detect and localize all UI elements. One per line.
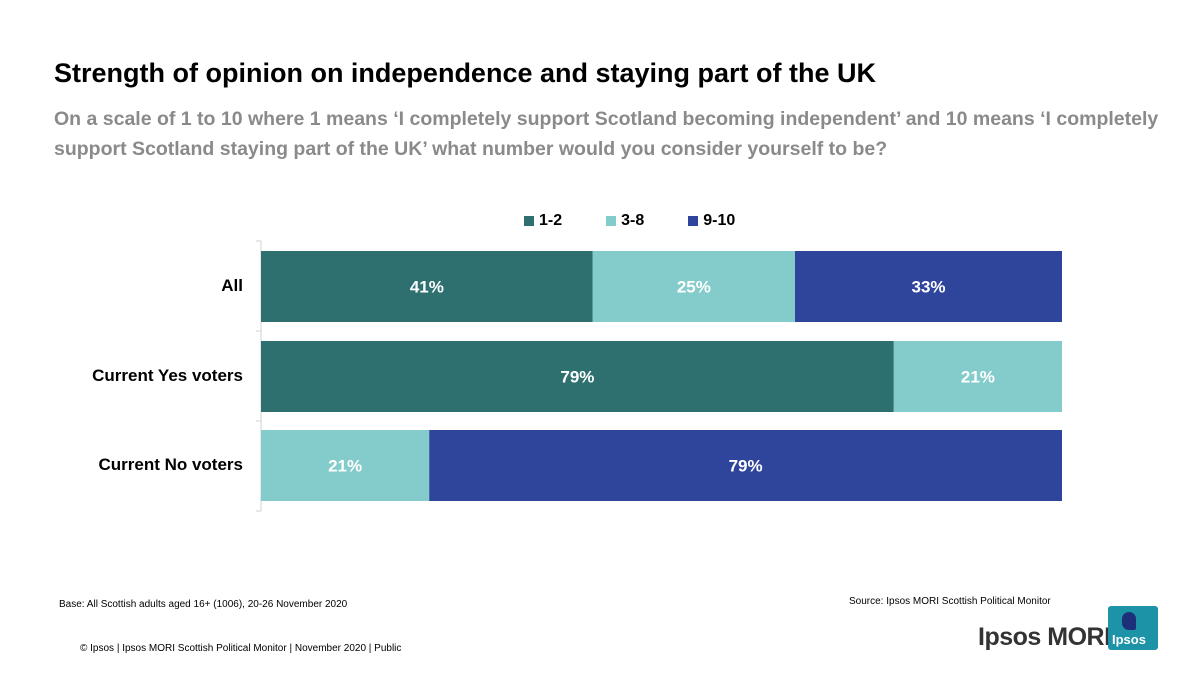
- legend-swatch-1-2: [524, 216, 534, 226]
- bar-1-2-1: [261, 341, 894, 412]
- source-note: Source: Ipsos MORI Scottish Political Mo…: [849, 596, 1051, 607]
- copyright-note: © Ipsos | Ipsos MORI Scottish Political …: [80, 643, 402, 654]
- base-note: Base: All Scottish adults aged 16+ (1006…: [59, 599, 348, 610]
- brand-name: Ipsos MORI: [978, 623, 1111, 651]
- category-label-all: All: [221, 276, 243, 295]
- bar-3-8-0: [592, 251, 795, 322]
- legend-swatch-3-8: [606, 216, 617, 226]
- chart-legend: 1-2 3-8 9-10: [524, 212, 735, 230]
- data-label-3-8-1: 21%: [961, 368, 995, 387]
- data-label-3-8-2: 21%: [328, 457, 362, 476]
- legend-label-9-10: 9-10: [703, 212, 736, 229]
- bar-9-10-0: [795, 251, 1062, 322]
- data-label-9-10-2: 79%: [729, 457, 763, 476]
- legend-item-3-8: 3-8: [606, 212, 644, 230]
- logo-text: Ipsos: [1112, 632, 1146, 647]
- ipsos-logo: Ipsos: [1108, 606, 1158, 650]
- data-label-1-2-0: 41%: [410, 278, 444, 297]
- category-label-yes-voters: Current Yes voters: [92, 366, 243, 385]
- logo-bubble-icon: [1122, 612, 1136, 630]
- chart-subtitle: On a scale of 1 to 10 where 1 means ‘I c…: [54, 108, 1159, 160]
- data-label-3-8-0: 25%: [677, 278, 711, 297]
- data-label-1-2-1: 79%: [560, 368, 594, 387]
- bar-1-2-0: [261, 251, 593, 322]
- legend-swatch-9-10: [688, 216, 699, 226]
- bar-3-8-2: [261, 430, 430, 501]
- legend-item-1-2: 1-2: [524, 212, 562, 230]
- bar-9-10-2: [429, 430, 1063, 501]
- data-label-9-10-0: 33%: [911, 278, 945, 297]
- legend-label-3-8: 3-8: [621, 212, 645, 229]
- legend-label-1-2: 1-2: [539, 212, 563, 229]
- category-label-no-voters: Current No voters: [98, 455, 243, 474]
- legend-item-9-10: 9-10: [688, 212, 735, 230]
- chart-title: Strength of opinion on independence and …: [54, 58, 876, 88]
- bar-3-8-1: [893, 341, 1062, 412]
